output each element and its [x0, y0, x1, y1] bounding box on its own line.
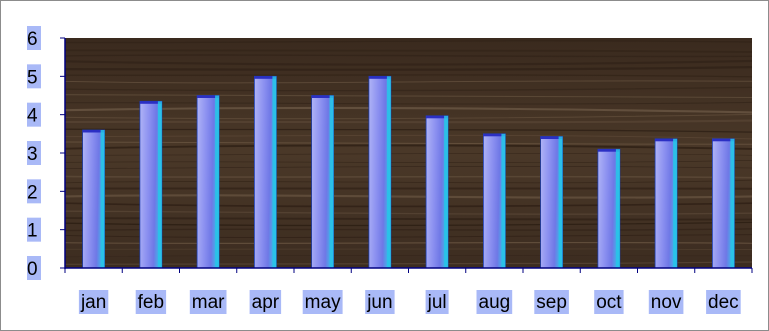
- x-tick-label-bg: [476, 290, 513, 314]
- bar-nov: [654, 138, 678, 269]
- y-tick-label-bg: [27, 26, 41, 50]
- bar-may: [311, 95, 335, 269]
- bar-top-edge: [139, 101, 162, 104]
- x-tick-label-bg: [425, 290, 449, 314]
- bar-top-edge: [540, 136, 563, 139]
- x-tick-label-bg: [648, 290, 684, 314]
- x-tick-label-feb: feb: [138, 292, 164, 313]
- bar-top-edge: [311, 95, 334, 98]
- x-tick-label-aug: aug: [479, 292, 511, 313]
- y-tick-label-bg: [27, 256, 41, 280]
- x-tick-label-jul: jul: [427, 292, 447, 313]
- plot-area: [65, 38, 752, 268]
- bar-side: [386, 76, 391, 268]
- x-tick-label-bg: [706, 290, 741, 314]
- bar-side: [157, 101, 162, 269]
- y-tick-label-bg: [27, 102, 41, 127]
- bar-side: [215, 95, 220, 268]
- bar-side: [615, 149, 620, 268]
- bar-side: [100, 130, 105, 268]
- bar-apr: [253, 75, 277, 269]
- bar-side: [673, 138, 678, 268]
- x-tick-label-dec: dec: [708, 292, 739, 313]
- x-tick-label-bg: [594, 290, 624, 314]
- y-tick-label: 5: [27, 67, 38, 88]
- x-tick-label-bg: [189, 290, 227, 314]
- bar-jun: [368, 75, 392, 269]
- bar-side: [501, 133, 506, 268]
- bar-top-edge: [483, 133, 506, 137]
- bar-top-edge: [82, 130, 105, 133]
- x-tick-label-bg: [249, 290, 282, 314]
- bar-jul: [425, 115, 449, 269]
- bar-side: [730, 138, 735, 268]
- bar-top-edge: [712, 138, 735, 142]
- bar-top-edge: [368, 76, 391, 79]
- x-tick-label-may: may: [305, 292, 341, 313]
- bar-jan: [82, 129, 105, 269]
- x-tick-label-oct: oct: [596, 292, 622, 313]
- bar-side: [444, 115, 449, 268]
- bar-oct: [597, 148, 621, 269]
- bar-feb: [139, 100, 163, 269]
- y-tick-label: 3: [27, 144, 38, 165]
- y-tick-label: 6: [27, 29, 38, 50]
- bar-dec: [712, 138, 735, 269]
- bar-side: [272, 76, 277, 268]
- y-tick-label: 4: [27, 106, 38, 127]
- y-tick-label-bg: [27, 141, 41, 165]
- bar-top-edge: [426, 115, 449, 119]
- x-tick-label-sep: sep: [536, 292, 567, 313]
- bar-top-edge: [197, 95, 220, 98]
- bar-side: [558, 136, 563, 268]
- x-tick-label-apr: apr: [252, 292, 280, 313]
- y-tick-label: 2: [27, 182, 38, 203]
- y-tick-label: 1: [27, 221, 38, 242]
- bar-top-edge: [597, 149, 620, 152]
- x-tick-label-bg: [534, 290, 569, 314]
- x-tick-label-bg: [78, 290, 109, 314]
- x-tick-label-nov: nov: [651, 292, 682, 313]
- x-tick-label-bg: [302, 290, 343, 314]
- bar-sep: [540, 136, 563, 269]
- y-tick-label-bg: [27, 64, 41, 89]
- bar-top-edge: [254, 76, 277, 79]
- x-tick-label-bg: [365, 290, 395, 314]
- x-tick-label-jan: jan: [80, 292, 106, 313]
- x-tick-label-bg: [135, 290, 167, 314]
- y-tick-label-bg: [27, 179, 41, 204]
- x-tick-label-jun: jun: [366, 292, 392, 313]
- y-tick-label: 0: [27, 259, 38, 280]
- y-tick-label-bg: [27, 217, 41, 242]
- x-tick-label-mar: mar: [192, 292, 225, 313]
- bar-mar: [196, 95, 220, 269]
- bar-aug: [482, 133, 506, 269]
- bar-top-edge: [655, 138, 678, 142]
- bar-side: [329, 95, 334, 268]
